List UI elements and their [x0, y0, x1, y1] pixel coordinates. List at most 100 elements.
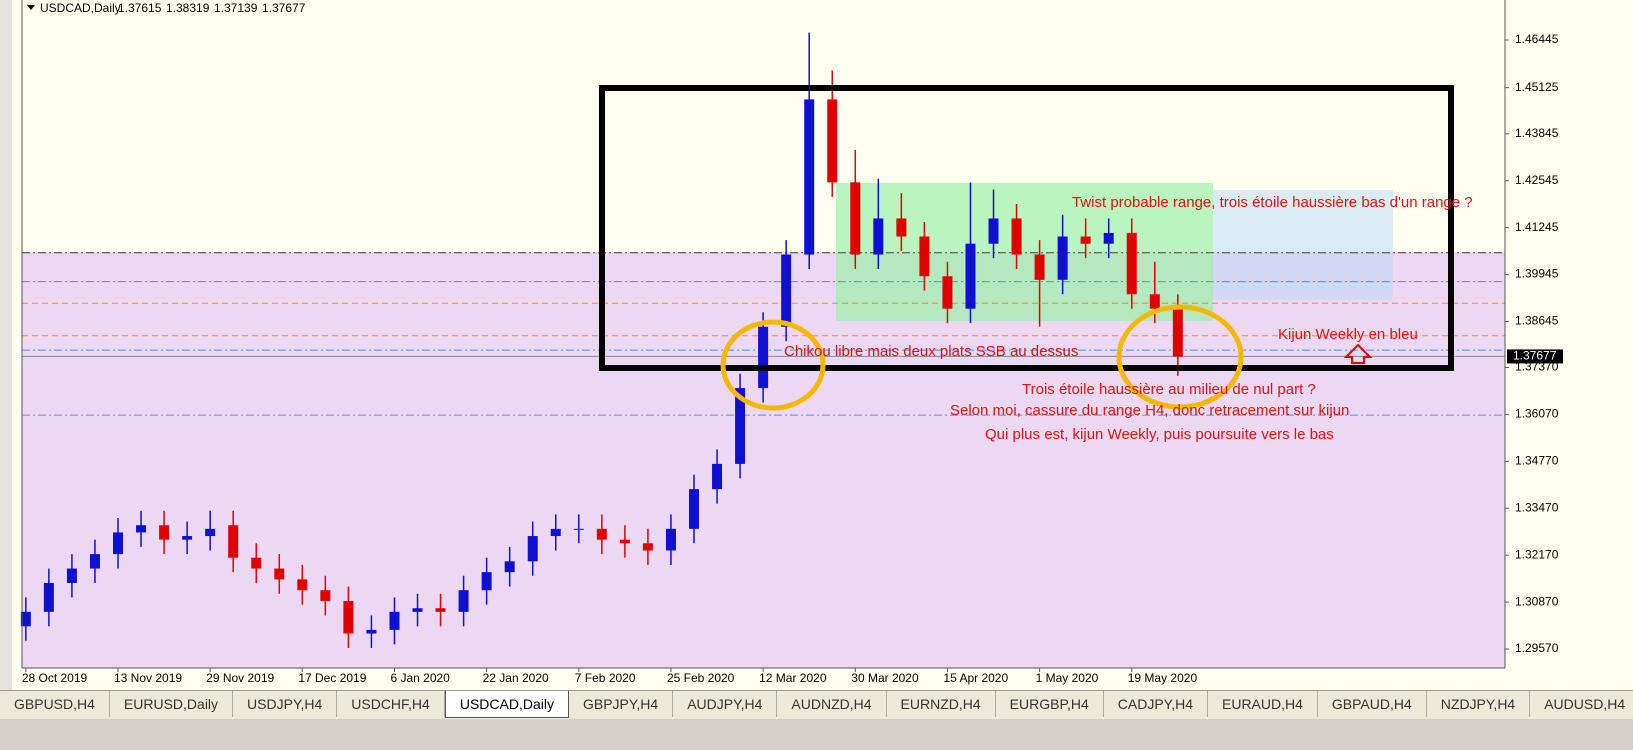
- candle-body: [435, 608, 446, 612]
- tab-bar: GBPUSD,H4 EURUSD,Daily USDJPY,H4 USDCHF,H4 U…: [0, 690, 1633, 719]
- highlight-circle: [720, 319, 826, 411]
- x-tick-label: 19 May 2020: [1128, 671, 1198, 685]
- header-value: 1.37139: [214, 1, 258, 15]
- y-tick-label: 1.29570: [1515, 641, 1559, 655]
- candle-body: [20, 611, 31, 627]
- symbol-tab[interactable]: CADJPY,H4: [1104, 691, 1208, 717]
- header-value: 1.37615: [118, 1, 162, 15]
- x-tick-label: 30 Mar 2020: [851, 671, 919, 685]
- annotation: Twist probable range, trois étoile hauss…: [1072, 194, 1473, 211]
- candle-body: [827, 99, 838, 183]
- current-price-label: 1.37677: [1513, 349, 1557, 363]
- candle-body: [573, 528, 584, 530]
- candle-body: [251, 557, 262, 569]
- time-axis-area: [22, 669, 1505, 689]
- symbol-tab[interactable]: GBPJPY,H4: [569, 691, 674, 717]
- candle-body: [1057, 236, 1068, 280]
- x-tick-label: 28 Oct 2019: [22, 671, 88, 685]
- symbol-tab[interactable]: NZDJPY,H4: [1427, 691, 1531, 717]
- candle-body: [320, 590, 331, 602]
- candle-body: [297, 579, 308, 591]
- x-tick-label: 1 May 2020: [1036, 671, 1099, 685]
- chart: USDCAD,Daily Twist probable range, trois…: [0, 0, 1633, 690]
- annotation: Qui plus est, kijun Weekly, puis poursui…: [985, 426, 1334, 443]
- candle-body: [1172, 308, 1183, 357]
- symbol-tab[interactable]: AUDJPY,H4: [673, 691, 778, 717]
- candle-body: [988, 218, 999, 244]
- candle-body: [688, 489, 699, 529]
- candle-body: [619, 539, 630, 544]
- candle-body: [873, 218, 884, 255]
- candle-body: [205, 528, 216, 537]
- candle-body: [1080, 236, 1091, 244]
- current-price-tag: [1507, 349, 1563, 364]
- candle-body: [758, 326, 769, 389]
- symbol-tab[interactable]: AUDUSD,H4: [1530, 691, 1633, 717]
- header-value: 1.37677: [262, 1, 306, 15]
- y-tick-label: 1.34770: [1515, 454, 1559, 468]
- header-value: 1.38319: [166, 1, 210, 15]
- symbol-tab[interactable]: EURNZD,H4: [887, 691, 996, 717]
- x-tick-label: 17 Dec 2019: [298, 671, 366, 685]
- x-tick-label: 7 Feb 2020: [575, 671, 636, 685]
- annotation: Selon moi, cassure du range H4, donc ret…: [950, 402, 1349, 419]
- y-tick-label: 1.42545: [1515, 173, 1559, 187]
- y-tick-label: 1.32170: [1515, 547, 1559, 561]
- arrow-up: [1343, 343, 1373, 364]
- candle-body: [136, 525, 147, 533]
- y-tick-label: 1.30870: [1515, 594, 1559, 608]
- candle-body: [665, 528, 676, 551]
- candle-body: [642, 543, 653, 551]
- x-tick-label: 15 Apr 2020: [943, 671, 1008, 685]
- candle-body: [366, 629, 377, 634]
- x-tick-label: 25 Feb 2020: [667, 671, 735, 685]
- range-box: [599, 85, 1454, 371]
- highlight-circle: [1116, 304, 1244, 410]
- y-tick-label: 1.36070: [1515, 407, 1559, 421]
- candle-body: [942, 276, 953, 309]
- symbol-tab[interactable]: USDJPY,H4: [233, 691, 338, 717]
- symbol-tab[interactable]: AUDNZD,H4: [777, 691, 887, 717]
- x-tick-label: 29 Nov 2019: [206, 671, 274, 685]
- y-tick-label: 1.33470: [1515, 500, 1559, 514]
- symbol-tab[interactable]: EURGBP,H4: [996, 691, 1104, 717]
- candle-body: [389, 611, 400, 630]
- candle-body: [1126, 232, 1137, 295]
- x-tick-label: 13 Nov 2019: [114, 671, 182, 685]
- symbol-tab[interactable]: GBPAUD,H4: [1318, 691, 1427, 717]
- annotation: Kijun Weekly en bleu: [1278, 326, 1418, 343]
- candle-body: [550, 528, 561, 537]
- candle-body: [965, 243, 976, 309]
- symbol-tab[interactable]: USDCHF,H4: [337, 691, 445, 717]
- symbol-tab[interactable]: USDCAD,Daily: [444, 691, 569, 718]
- y-tick-label: 1.41245: [1515, 220, 1559, 234]
- candle-body: [896, 218, 907, 237]
- symbol-title: USDCAD,Daily: [40, 1, 121, 15]
- candle-body: [1149, 294, 1160, 309]
- annotation: Trois étoile haussière au milieu de nul …: [1022, 381, 1316, 398]
- x-tick-label: 12 Mar 2020: [759, 671, 827, 685]
- candle-body: [1011, 218, 1022, 255]
- x-tick-label: 22 Jan 2020: [483, 671, 549, 685]
- symbol-tab[interactable]: EURAUD,H4: [1208, 691, 1318, 717]
- y-tick-label: 1.39945: [1515, 267, 1559, 281]
- candle-body: [182, 536, 193, 540]
- symbol-tab[interactable]: GBPUSD,H4: [0, 691, 110, 717]
- candle-body: [343, 601, 354, 634]
- candle-body: [504, 561, 515, 573]
- candle-body: [596, 528, 607, 540]
- candle-body: [228, 525, 239, 558]
- candle-body: [919, 236, 930, 277]
- candle-body: [159, 525, 170, 540]
- y-tick-label: 1.43845: [1515, 126, 1559, 140]
- y-tick-label: 1.38645: [1515, 314, 1559, 328]
- annotation: Chikou libre mais deux plats SSB au dess…: [784, 343, 1078, 360]
- left-scrollbar: [0, 0, 12, 690]
- candle-body: [89, 554, 100, 569]
- candle-body: [458, 590, 469, 612]
- candle-body: [735, 388, 746, 464]
- y-tick-label: 1.46445: [1515, 32, 1559, 46]
- menu-arrow: [27, 5, 35, 10]
- symbol-tab[interactable]: EURUSD,Daily: [110, 691, 234, 717]
